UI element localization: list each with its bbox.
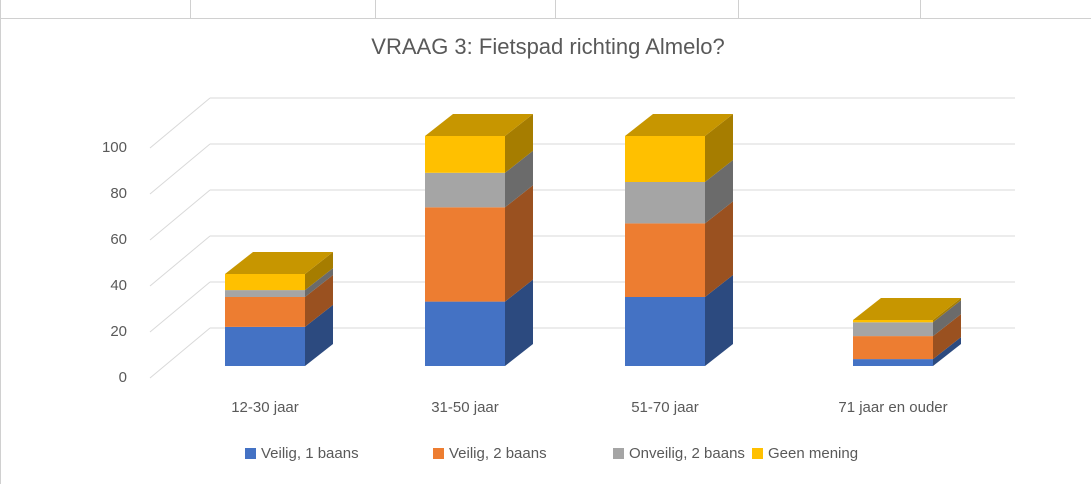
x-tick-label: 31-50 jaar <box>431 399 499 416</box>
bar-segment <box>853 337 961 366</box>
bar-side <box>705 114 733 182</box>
bar-segment <box>225 304 333 366</box>
bar-segment <box>853 314 961 360</box>
bar-side <box>705 201 733 297</box>
bar-front <box>625 297 705 366</box>
bar-top <box>425 114 533 136</box>
legend-label: Onveilig, 2 baans <box>629 445 745 462</box>
grid-line-side <box>149 235 211 287</box>
legend-swatch <box>613 448 624 459</box>
bar-top <box>853 298 961 320</box>
bar-side <box>705 275 733 366</box>
bar-segment <box>625 201 733 297</box>
bar-front <box>225 290 305 297</box>
bar-side <box>505 185 533 302</box>
bar-side <box>505 114 533 173</box>
y-tick-label: 20 <box>110 323 127 340</box>
bar-segment <box>853 300 961 337</box>
bar-front <box>853 320 933 323</box>
bar-segment <box>625 114 733 182</box>
bar-side <box>933 337 961 366</box>
bar-side <box>933 298 961 323</box>
bar-front <box>853 336 933 360</box>
bar-segment <box>225 252 333 291</box>
bar-side <box>305 252 333 291</box>
legend-label: Geen mening <box>768 445 858 462</box>
bar-segment <box>625 275 733 366</box>
bar-segment <box>225 275 333 327</box>
bar-top <box>625 114 733 136</box>
x-tick-label: 71 jaar en ouder <box>838 399 947 416</box>
chart-title: VRAAG 3: Fietspad richting Almelo? <box>371 34 724 59</box>
bar-side <box>305 275 333 327</box>
bar-front <box>425 136 505 173</box>
bar-side <box>305 304 333 366</box>
bar-front <box>425 172 505 208</box>
bar-front <box>625 136 705 182</box>
bar-top <box>225 252 333 274</box>
bar-segment <box>425 114 533 173</box>
x-tick-label: 51-70 jaar <box>631 399 699 416</box>
legend-swatch <box>752 448 763 459</box>
bar-side <box>505 279 533 366</box>
bar-front <box>853 359 933 366</box>
bar-side <box>505 150 533 208</box>
y-tick-label: 0 <box>119 369 127 386</box>
bar-segment <box>625 160 733 224</box>
grid-line-side <box>149 97 211 149</box>
bar-segment <box>225 268 333 297</box>
y-tick-label: 100 <box>102 139 127 156</box>
bar-front <box>625 223 705 297</box>
bar-side <box>305 268 333 297</box>
bar-side <box>933 300 961 337</box>
x-tick-label: 12-30 jaar <box>231 399 299 416</box>
bar-side <box>705 160 733 224</box>
legend-swatch <box>245 448 256 459</box>
bar-side <box>933 314 961 360</box>
bar-segment <box>425 185 533 302</box>
legend-label: Veilig, 1 baans <box>261 445 359 462</box>
y-tick-label: 40 <box>110 277 127 294</box>
grid-line-side <box>149 281 211 333</box>
bar-front <box>225 297 305 327</box>
bar-front <box>853 322 933 337</box>
bar-front <box>225 274 305 291</box>
grid-line-side <box>149 327 211 379</box>
bar-front <box>225 326 305 366</box>
y-tick-label: 80 <box>110 185 127 202</box>
bar-segment <box>425 279 533 366</box>
bar-front <box>625 182 705 224</box>
grid-line-side <box>149 143 211 195</box>
grid-line-side <box>149 189 211 241</box>
y-tick-label: 60 <box>110 231 127 248</box>
bar-front <box>425 301 505 366</box>
bar-front <box>425 207 505 302</box>
bar-segment <box>425 150 533 208</box>
bar-segment <box>853 298 961 323</box>
legend-swatch <box>433 448 444 459</box>
legend-label: Veilig, 2 baans <box>449 445 547 462</box>
